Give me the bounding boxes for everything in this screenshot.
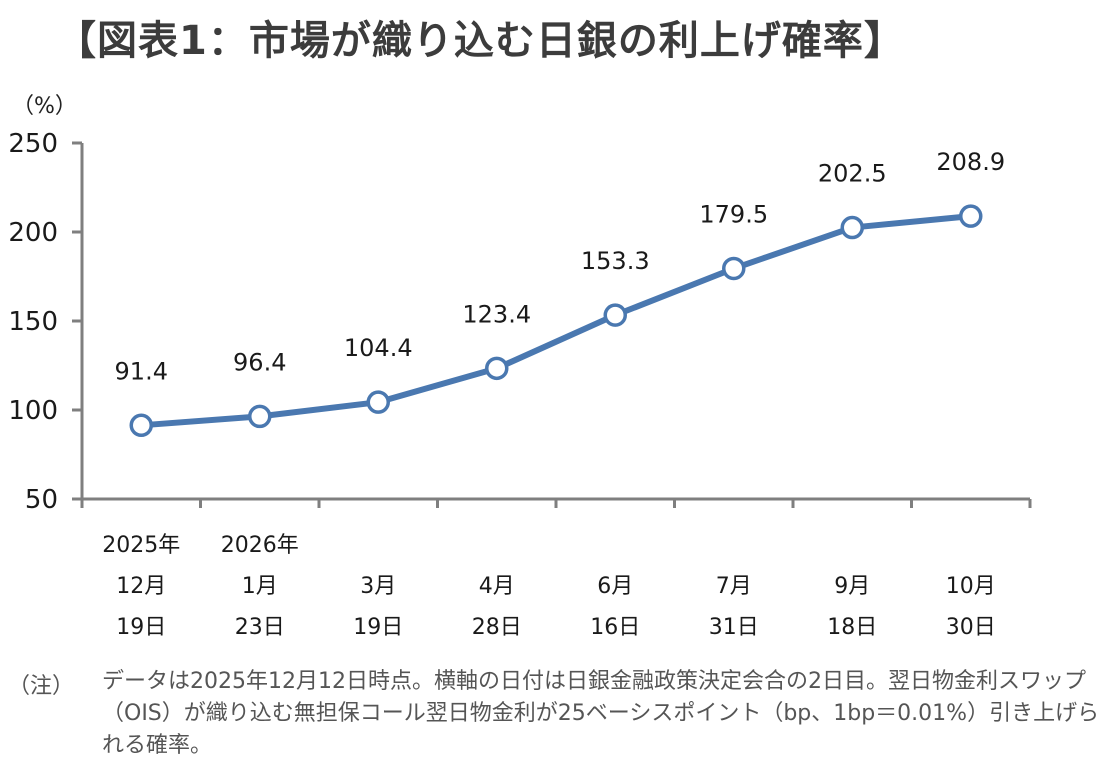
series-points — [129, 204, 983, 438]
data-label: 123.4 — [462, 300, 531, 328]
y-tick-label: 150 — [8, 307, 58, 337]
y-tick-label: 200 — [8, 218, 58, 248]
data-label: 208.9 — [936, 148, 1005, 176]
x-label-month: 1月 — [241, 574, 278, 599]
x-label-day: 28日 — [471, 615, 522, 640]
x-label-month: 3月 — [360, 574, 397, 599]
x-label-day: 18日 — [827, 615, 878, 640]
data-point — [366, 390, 390, 414]
data-point — [840, 215, 864, 240]
data-point — [129, 413, 153, 438]
y-tick-label: 100 — [8, 396, 58, 426]
x-label-day: 30日 — [945, 615, 996, 640]
x-label-month: 12月 — [116, 574, 167, 599]
x-label-year: 2026年 — [220, 533, 299, 558]
data-label: 202.5 — [818, 160, 887, 188]
value-labels: 91.4 96.4 104.4 123.4 153.3 179.5 202.5 208.9 — [115, 148, 1006, 385]
data-point — [485, 356, 509, 381]
x-label-day: 23日 — [234, 615, 285, 640]
x-label-month: 10月 — [945, 574, 996, 599]
data-point — [959, 204, 983, 228]
data-label: 96.4 — [233, 348, 286, 376]
series-line — [138, 213, 974, 429]
x-label-month: 7月 — [715, 574, 752, 599]
note-label: （注） — [8, 674, 75, 699]
y-axis-unit-label: （%） — [12, 94, 77, 119]
data-label: 104.4 — [344, 334, 413, 362]
y-tick-label: 50 — [25, 485, 58, 515]
data-label: 153.3 — [581, 247, 650, 275]
x-label-year: 2025年 — [102, 533, 181, 558]
chart-title: 【図表1：市場が織り込む日銀の利上げ確率】 — [56, 18, 905, 64]
x-label-day: 16日 — [590, 615, 641, 640]
chart-axes — [72, 141, 1032, 508]
data-label: 91.4 — [115, 357, 168, 385]
x-label-month: 9月 — [834, 574, 871, 599]
x-label-day: 19日 — [116, 615, 167, 640]
data-point — [603, 303, 627, 327]
data-point — [248, 404, 272, 429]
x-label-day: 19日 — [353, 615, 404, 640]
y-tick-label: 250 — [8, 129, 58, 159]
data-label: 179.5 — [699, 200, 768, 228]
x-label-day: 31日 — [708, 615, 759, 640]
x-label-month: 4月 — [478, 574, 515, 599]
note-text: データは2025年12月12日時点。横軸の日付は日銀金融政策決定会合の2日目。翌… — [102, 669, 1100, 758]
series-polyline — [138, 213, 974, 429]
y-tick-labels: 50 100 150 200 250 — [8, 129, 58, 515]
x-label-month: 6月 — [597, 574, 634, 599]
data-point — [722, 256, 746, 281]
